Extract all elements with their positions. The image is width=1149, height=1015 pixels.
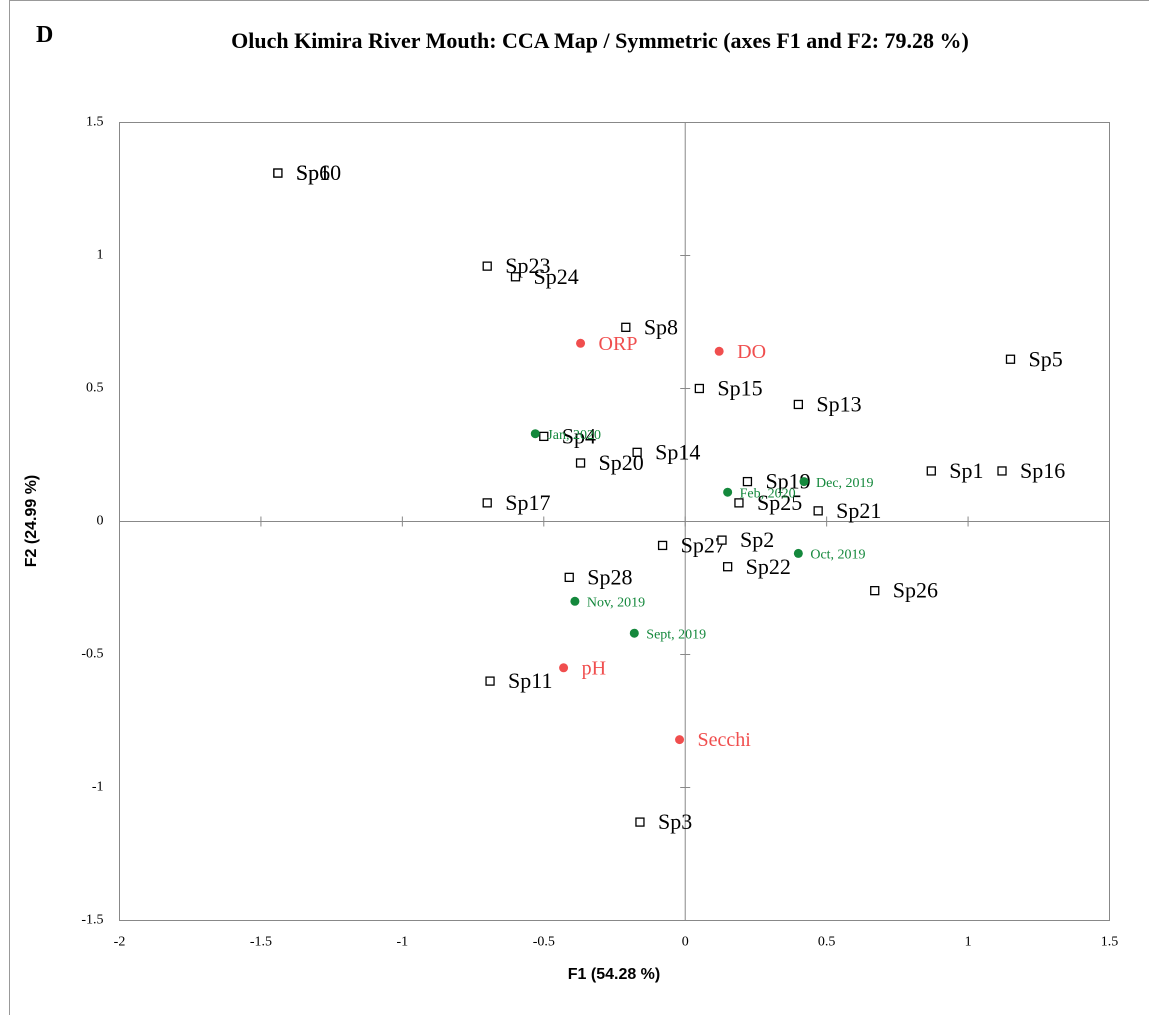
species-point	[539, 431, 549, 442]
point-label: Sp28	[587, 564, 632, 589]
species-point	[793, 399, 804, 410]
point-label: Sept, 2019	[646, 627, 706, 642]
y-tick-label: 1.5	[86, 115, 104, 130]
species-point	[1005, 354, 1016, 364]
point-label: DO	[737, 341, 766, 363]
point-label: Sp14	[655, 439, 700, 464]
point-label: Sp5	[1029, 346, 1063, 371]
point-label: Sp17	[505, 490, 550, 515]
species-point	[635, 817, 645, 827]
point-label: Sp10	[296, 160, 341, 185]
x-tick-label: 0	[682, 935, 689, 950]
point-label: Sp16	[1020, 458, 1065, 483]
x-tick-label: -1	[397, 935, 409, 950]
point	[559, 663, 569, 673]
point-label: Feb, 2020	[740, 486, 796, 501]
point-label: Oct, 2019	[810, 548, 865, 563]
point-label: Sp22	[746, 554, 791, 579]
x-tick-label: 1.5	[1101, 935, 1119, 950]
species-point	[870, 586, 880, 596]
point-label: Sp13	[816, 392, 861, 417]
point-label: Sp24	[534, 264, 579, 289]
point-label: Sp6	[296, 160, 330, 185]
point-label: Sp20	[599, 450, 644, 475]
point	[675, 735, 685, 745]
species-point	[621, 322, 631, 332]
x-tick-label: -1.5	[250, 935, 272, 950]
point-label: Sp4	[562, 423, 596, 448]
species-point	[564, 572, 574, 583]
point-label: Jan, 2020	[547, 428, 601, 443]
point	[576, 338, 586, 348]
point	[793, 548, 803, 558]
x-axis-title: F1 (54.28 %)	[568, 966, 660, 983]
point	[723, 487, 733, 497]
panel-label: D	[36, 22, 54, 48]
x-tick-label: 0.5	[818, 935, 836, 950]
species-point	[997, 466, 1007, 476]
point	[570, 596, 580, 606]
point-label: Sp26	[893, 578, 938, 603]
point-label: Sp25	[757, 490, 802, 515]
y-tick-label: 0	[97, 514, 104, 529]
point-label: Sp2	[740, 527, 774, 552]
point	[799, 477, 809, 487]
species-point	[510, 272, 521, 282]
point	[714, 346, 724, 356]
point	[530, 429, 540, 439]
species-point	[694, 383, 705, 394]
species-point	[273, 168, 283, 178]
species-point	[482, 498, 492, 508]
species-point	[485, 676, 495, 686]
point-label: Sp15	[717, 376, 762, 401]
y-tick-label: -1.5	[81, 913, 103, 928]
species-point	[722, 562, 733, 572]
species-point	[717, 535, 727, 545]
point-label: Sp21	[836, 498, 881, 523]
point-label: Sp8	[644, 314, 678, 339]
y-tick-label: 0.5	[86, 381, 104, 396]
species-point	[632, 447, 642, 457]
y-tick-label: 1	[97, 248, 104, 263]
species-point	[742, 476, 753, 487]
species-point	[575, 458, 586, 468]
point	[629, 628, 639, 638]
y-tick-label: -0.5	[81, 647, 103, 662]
species-point	[926, 466, 936, 476]
species-point	[657, 540, 668, 551]
y-tick-label: -1	[92, 780, 104, 795]
point-label: Nov, 2019	[587, 596, 645, 611]
point-label: Secchi	[698, 729, 752, 751]
point-label: pH	[582, 657, 606, 679]
chart-title: Oluch Kimira River Mouth: CCA Map / Symm…	[231, 28, 969, 53]
species-point	[734, 498, 744, 508]
species-point	[813, 506, 823, 516]
species-point	[482, 261, 492, 271]
x-tick-label: -0.5	[533, 935, 555, 950]
x-tick-label: -2	[114, 935, 126, 950]
point-label: Sp11	[508, 668, 552, 693]
point-label: Dec, 2019	[816, 476, 874, 491]
point-label: Sp1	[949, 458, 983, 483]
x-tick-label: 1	[965, 935, 972, 950]
y-axis-title: F2 (24.99 %)	[23, 475, 40, 567]
point-label: Sp3	[658, 809, 692, 834]
point-label: ORP	[599, 333, 638, 355]
